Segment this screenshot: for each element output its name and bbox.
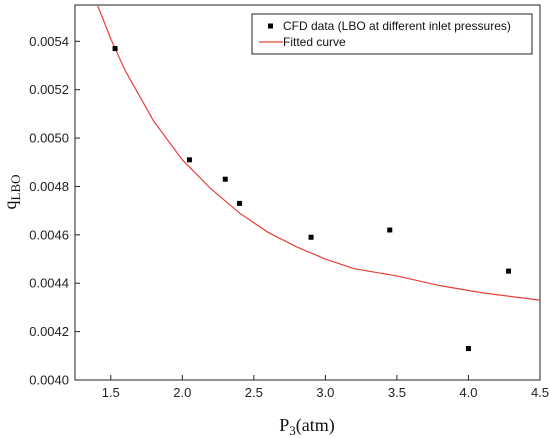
x-axis-title-unit: (atm) xyxy=(296,415,335,436)
legend: CFD data (LBO at different inlet pressur… xyxy=(251,13,533,55)
y-tick-label: 0.0052 xyxy=(29,82,69,97)
x-tick-label: 2.0 xyxy=(173,385,191,400)
y-tick-label: 0.0040 xyxy=(29,373,69,388)
series-points xyxy=(112,46,512,352)
cfd-data-point xyxy=(308,234,314,240)
x-tick-label: 3.5 xyxy=(388,385,406,400)
y-tick-label: 0.0050 xyxy=(29,131,69,146)
cfd-data-point xyxy=(506,268,512,274)
y-axis-title-sub: LBO xyxy=(8,175,23,201)
x-axis-title-main: P xyxy=(279,415,289,435)
legend-box xyxy=(251,13,533,55)
fitted-curve-line xyxy=(96,5,540,301)
x-tick-label: 1.5 xyxy=(102,385,120,400)
y-tick-label: 0.0044 xyxy=(29,276,69,291)
cfd-data-point xyxy=(237,200,243,206)
y-tick-label: 0.0054 xyxy=(29,34,69,49)
y-axis-title: qLBO xyxy=(0,175,23,210)
cfd-data-point xyxy=(387,227,393,233)
x-axis-ticks: 1.5 2.0 2.5 3.0 3.5 4.0 4.5 xyxy=(102,375,549,400)
y-tick-label: 0.0046 xyxy=(29,227,69,242)
y-axis-title-main: q xyxy=(0,201,20,210)
cfd-data-point xyxy=(222,176,228,182)
x-tick-label: 3.0 xyxy=(316,385,334,400)
x-axis-title-sub: 3 xyxy=(289,423,296,438)
series-lines xyxy=(96,5,540,301)
cfd-data-point xyxy=(112,46,118,52)
x-tick-label: 4.5 xyxy=(531,385,549,400)
x-tick-label: 2.5 xyxy=(245,385,263,400)
legend-label-scatter: CFD data (LBO at different inlet pressur… xyxy=(283,19,511,33)
y-axis-ticks: 0.0040 0.0042 0.0044 0.0046 0.0048 0.0050 0.00… xyxy=(29,34,80,388)
cfd-data-point xyxy=(186,157,192,163)
legend-marker-scatter xyxy=(268,23,273,29)
cfd-data-point xyxy=(465,346,471,352)
y-tick-label: 0.0048 xyxy=(29,179,69,194)
x-axis-title: P3(atm) xyxy=(279,415,335,438)
legend-label-line: Fitted curve xyxy=(283,35,346,49)
y-tick-label: 0.0042 xyxy=(29,324,69,339)
x-tick-label: 4.0 xyxy=(459,385,477,400)
plot-frame xyxy=(74,4,541,381)
